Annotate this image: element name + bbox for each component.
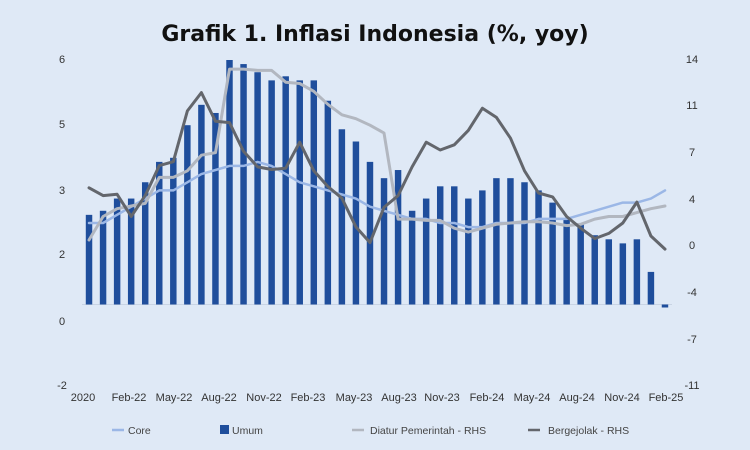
bar-umum bbox=[268, 80, 275, 305]
x-axis-tick: May-22 bbox=[156, 392, 193, 404]
bar-umum bbox=[563, 218, 570, 305]
bar-umum bbox=[254, 72, 261, 305]
x-axis-tick: May-24 bbox=[514, 392, 551, 404]
bar-umum bbox=[479, 190, 486, 305]
bar-umum bbox=[99, 210, 107, 305]
bar-umum bbox=[324, 100, 332, 305]
bar-umum bbox=[212, 112, 219, 305]
bar-umum bbox=[310, 80, 318, 305]
series-line-bergejolak-rhs bbox=[87, 91, 667, 251]
x-axis-tick: Feb-22 bbox=[112, 392, 147, 404]
bar-umum bbox=[226, 60, 233, 305]
bar-umum bbox=[141, 182, 149, 305]
bar-umum bbox=[605, 239, 613, 305]
bar-umum bbox=[113, 198, 121, 305]
bar-umum bbox=[184, 125, 191, 305]
bar-umum bbox=[408, 210, 416, 305]
left-axis-tick: -2 bbox=[57, 380, 67, 392]
right-axis-tick: 14 bbox=[686, 54, 698, 66]
legend-umum-swatch bbox=[220, 425, 229, 434]
legend-core-label: Core bbox=[128, 425, 151, 437]
right-axis-tick: 7 bbox=[689, 147, 695, 159]
bar-umum bbox=[465, 198, 472, 305]
legend-diatur-label: Diatur Pemerintah - RHS bbox=[370, 425, 486, 437]
right-axis-tick: -7 bbox=[687, 334, 697, 346]
bar-umum bbox=[380, 178, 388, 305]
bar-umum bbox=[85, 214, 93, 305]
x-axis-tick: Nov-24 bbox=[604, 392, 639, 404]
chart-title: Grafik 1. Inflasi Indonesia (%, yoy) bbox=[161, 22, 589, 47]
left-axis-tick: 5 bbox=[59, 119, 65, 131]
bar-umum bbox=[156, 161, 163, 305]
bar-umum bbox=[661, 304, 669, 308]
bar-umum bbox=[240, 64, 247, 305]
bar-umum bbox=[170, 157, 177, 305]
left-axis-tick: 0 bbox=[59, 316, 65, 328]
bar-umum bbox=[282, 76, 289, 305]
x-axis-tick: Feb-25 bbox=[649, 392, 684, 404]
bar-umum bbox=[619, 243, 627, 305]
x-axis-tick: Nov-23 bbox=[424, 392, 459, 404]
x-axis-tick: Feb-24 bbox=[470, 392, 505, 404]
right-axis-tick: 0 bbox=[689, 240, 695, 252]
bar-umum bbox=[198, 104, 205, 305]
bar-umum bbox=[507, 178, 514, 305]
x-axis-tick: Aug-22 bbox=[201, 392, 236, 404]
x-axis-tick: May-23 bbox=[336, 392, 373, 404]
bar-umum bbox=[549, 202, 556, 305]
bar-umum bbox=[521, 182, 528, 305]
bar-umum bbox=[296, 80, 303, 305]
bar-umum bbox=[338, 129, 346, 305]
bar-umum bbox=[451, 186, 458, 305]
bar-umum bbox=[591, 235, 598, 305]
left-axis-tick: 6 bbox=[59, 54, 65, 66]
bar-umum bbox=[647, 271, 655, 305]
bar-umum bbox=[436, 186, 444, 305]
right-axis-tick: -11 bbox=[684, 380, 699, 392]
x-axis-tick: Aug-23 bbox=[381, 392, 416, 404]
left-axis-tick: 2 bbox=[59, 249, 65, 261]
bar-umum bbox=[352, 141, 360, 305]
bar-umum bbox=[366, 161, 374, 305]
right-axis-tick: 4 bbox=[689, 194, 695, 206]
bar-umum bbox=[394, 170, 402, 305]
x-axis-tick: Feb-23 bbox=[291, 392, 326, 404]
bar-umum bbox=[535, 190, 542, 305]
bar-umum bbox=[127, 198, 135, 305]
x-axis-tick: Nov-22 bbox=[246, 392, 281, 404]
legend-umum-label: Umum bbox=[232, 425, 263, 437]
series-line-diatur-pemerintah-rhs bbox=[87, 67, 667, 242]
bar-umum bbox=[422, 198, 430, 305]
right-axis-tick: -4 bbox=[687, 287, 697, 299]
bar-umum bbox=[633, 239, 641, 305]
bar-umum bbox=[577, 223, 584, 305]
x-axis-tick: 2020 bbox=[71, 392, 95, 404]
left-axis-tick: 3 bbox=[59, 185, 65, 197]
x-axis-tick: Aug-24 bbox=[559, 392, 594, 404]
bar-umum bbox=[493, 178, 500, 305]
legend-bergejolak-label: Bergejolak - RHS bbox=[548, 425, 629, 437]
right-axis-tick: 11 bbox=[686, 100, 697, 112]
